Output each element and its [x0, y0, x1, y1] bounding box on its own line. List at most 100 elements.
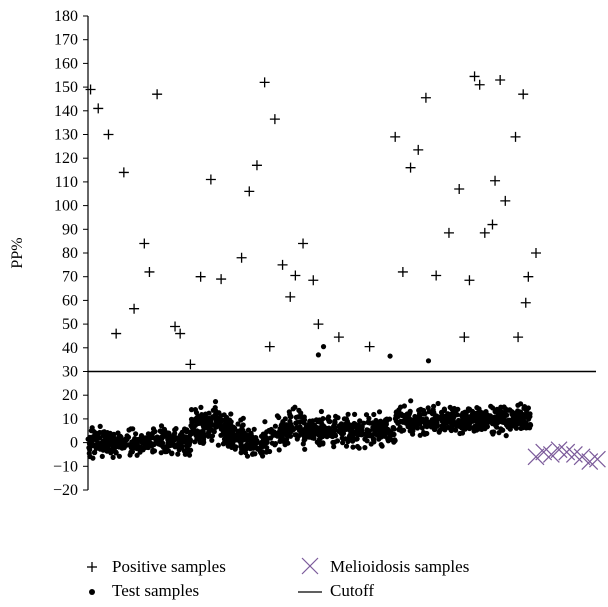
legend: Positive samples Test samples Melioidosi…	[80, 556, 600, 604]
test-sample-point	[366, 415, 372, 421]
test-sample-point	[253, 439, 259, 445]
line-marker-icon	[298, 580, 322, 602]
test-sample-point	[212, 399, 219, 405]
test-sample-point	[399, 428, 405, 434]
test-sample-point	[161, 426, 167, 432]
positive-sample-point	[490, 175, 501, 186]
test-sample-point	[494, 406, 500, 412]
test-sample-point	[404, 411, 410, 417]
cross-marker-icon	[298, 556, 322, 578]
test-sample-point	[405, 424, 411, 430]
positive-sample-point	[103, 129, 114, 140]
test-sample-point	[99, 453, 105, 459]
test-sample-point	[88, 442, 94, 448]
y-tick-label: 20	[62, 387, 78, 404]
test-sample-point	[192, 422, 198, 428]
test-sample-point	[113, 450, 119, 456]
test-sample-point	[324, 431, 330, 437]
test-sample-point	[181, 448, 187, 454]
positive-sample-point	[443, 227, 454, 238]
test-sample-point	[368, 433, 375, 439]
test-sample-point	[141, 445, 147, 451]
positive-sample-point	[269, 114, 280, 125]
test-sample-point	[319, 431, 325, 437]
positive-sample-point	[236, 252, 247, 263]
test-sample-point	[109, 434, 115, 440]
test-sample-point	[357, 418, 363, 424]
y-tick-label: 90	[62, 221, 78, 238]
test-sample-point	[162, 449, 168, 455]
positive-sample-point	[129, 303, 140, 314]
test-sample-point	[506, 417, 512, 423]
test-sample-point	[332, 427, 338, 433]
y-tick-label: 180	[54, 8, 78, 25]
test-sample-point	[206, 429, 212, 435]
test-sample-point	[400, 419, 406, 425]
test-sample-point	[284, 422, 290, 428]
test-sample-point	[262, 431, 268, 437]
positive-sample-point	[259, 77, 270, 88]
test-sample-point	[474, 419, 480, 425]
test-sample-point	[134, 452, 140, 458]
y-tick-label: 140	[54, 103, 78, 120]
test-sample-point	[527, 421, 533, 428]
test-sample-point	[179, 444, 185, 450]
test-sample-point	[218, 413, 224, 419]
positive-sample-point	[144, 266, 155, 277]
positive-sample-point	[118, 167, 129, 178]
test-sample-point	[148, 435, 154, 441]
test-sample-point	[454, 412, 460, 418]
test-sample-point	[263, 449, 269, 455]
positive-sample-point	[93, 103, 104, 114]
test-sample-point	[387, 416, 393, 422]
test-sample-point	[471, 428, 477, 434]
test-sample-point	[193, 410, 200, 416]
test-sample-point	[242, 447, 248, 453]
test-sample-point	[225, 441, 231, 447]
test-sample-point	[423, 416, 429, 422]
test-sample-point	[332, 419, 338, 425]
test-sample-point	[229, 430, 235, 436]
test-sample-point	[104, 430, 110, 436]
test-sample-point	[307, 425, 313, 432]
test-sample-point	[318, 408, 324, 415]
test-sample-point	[110, 454, 116, 460]
test-sample-point	[373, 417, 379, 424]
test-sample-point	[249, 440, 255, 447]
positive-sample-point	[487, 219, 498, 230]
y-tick-label: 70	[62, 269, 78, 286]
test-sample-point	[180, 433, 186, 439]
test-sample-point	[425, 358, 432, 364]
test-sample-point	[282, 416, 288, 422]
test-sample-point	[150, 449, 156, 455]
positive-sample-point	[85, 84, 96, 95]
test-sample-point	[388, 429, 394, 435]
test-sample-point	[320, 344, 327, 350]
test-sample-point	[224, 436, 230, 442]
positive-sample-point	[531, 248, 541, 258]
test-sample-point	[460, 410, 466, 416]
positive-sample-point	[454, 184, 465, 195]
legend-item-positive: Positive samples	[80, 556, 226, 578]
test-sample-point	[419, 425, 425, 431]
dot-marker-icon	[80, 580, 104, 602]
test-sample-point	[203, 411, 209, 417]
test-sample-point	[417, 413, 423, 419]
test-sample-point	[366, 428, 372, 434]
test-sample-point	[334, 438, 341, 444]
test-sample-point	[249, 433, 255, 439]
test-sample-point	[153, 439, 159, 445]
test-sample-point	[301, 432, 308, 439]
test-sample-point	[491, 429, 497, 435]
test-sample-point	[87, 447, 93, 453]
test-sample-point	[120, 437, 126, 444]
y-tick-label: 10	[62, 411, 78, 428]
test-sample-point	[446, 416, 452, 423]
test-sample-point	[350, 444, 356, 450]
test-sample-point	[458, 419, 464, 425]
test-sample-point	[262, 419, 268, 425]
positive-sample-point	[152, 89, 163, 100]
positive-sample-point	[216, 274, 227, 285]
test-sample-point	[414, 425, 421, 431]
test-sample-point	[290, 406, 296, 412]
